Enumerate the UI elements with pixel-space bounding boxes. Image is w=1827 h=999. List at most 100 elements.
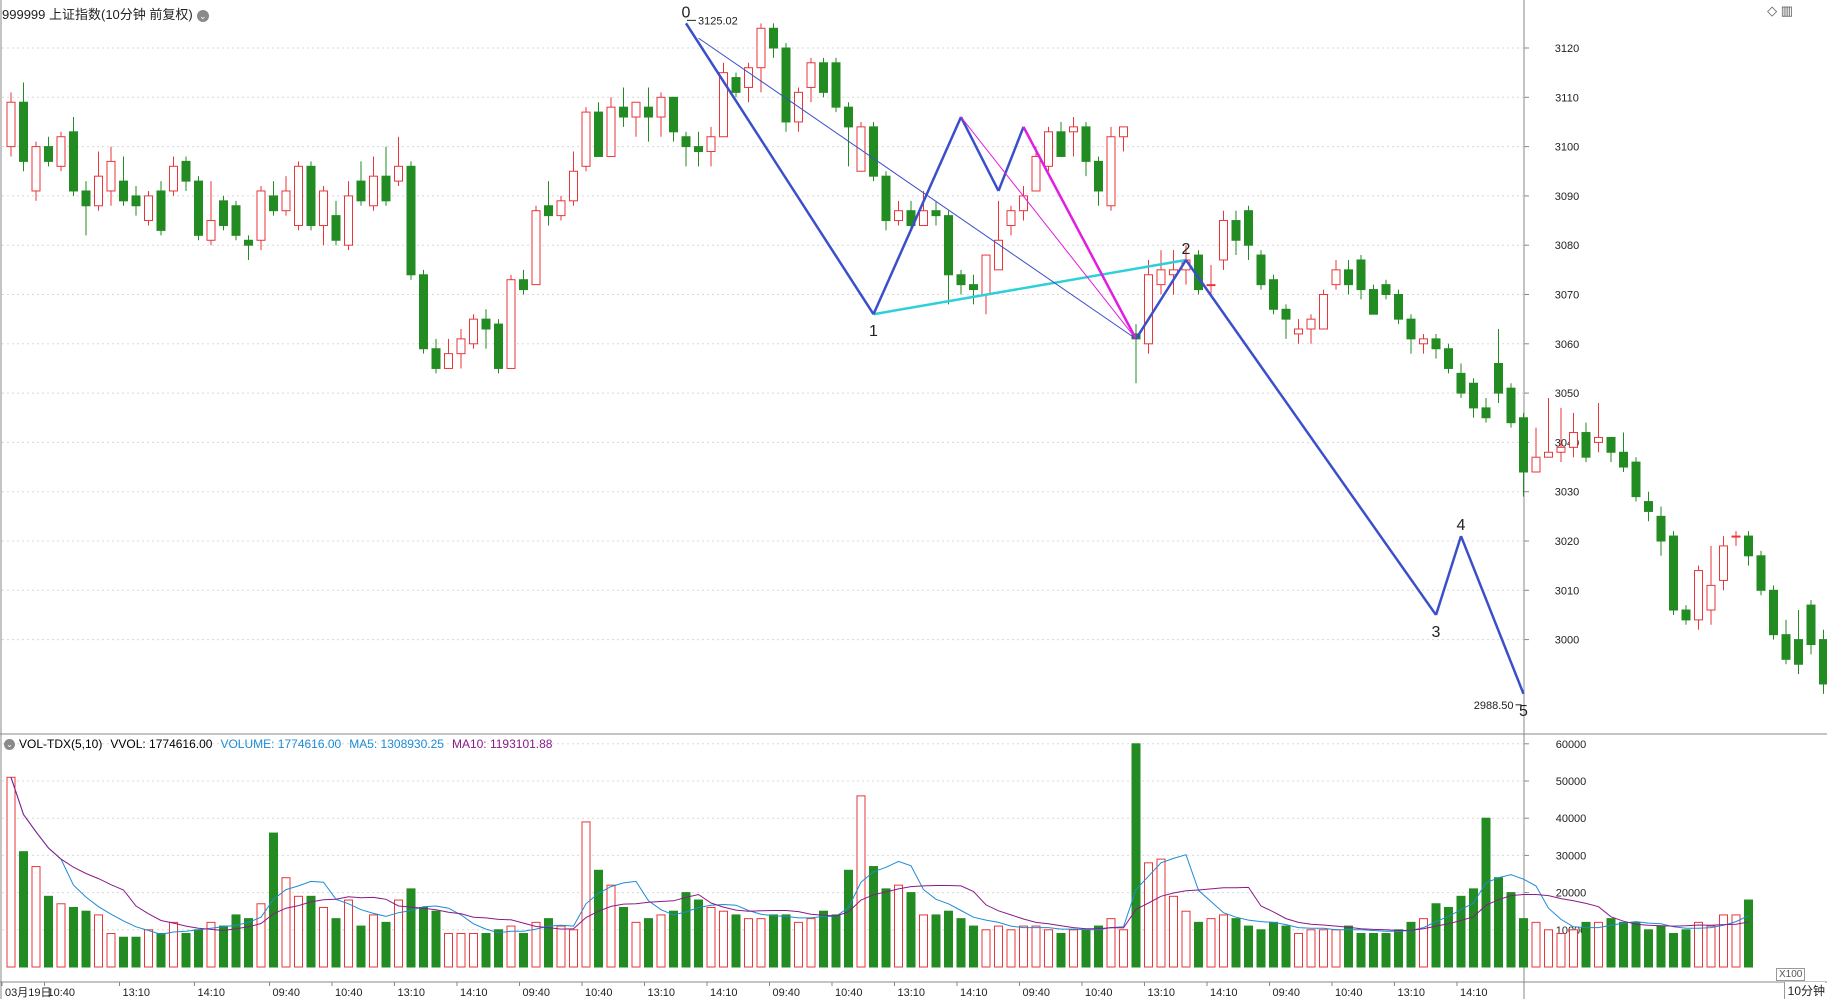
- candle-body: [981, 254, 991, 295]
- volume-bar: [1719, 914, 1728, 968]
- candle-body: [31, 146, 41, 192]
- volume-bar: [381, 921, 391, 968]
- candle-body: [1806, 604, 1816, 646]
- time-tick-label: 03月19日: [5, 987, 51, 999]
- candle-body: [1456, 372, 1466, 394]
- time-tick-label: 10:40: [585, 987, 613, 999]
- volume-bar: [1444, 906, 1453, 968]
- time-tick-label: 14:10: [1210, 987, 1238, 999]
- price-tick-label: 3080: [1555, 240, 1579, 252]
- candle-body: [69, 131, 78, 192]
- volume-bar: [1319, 929, 1328, 968]
- high-price-label: 3125.02: [698, 15, 738, 27]
- price-tick-label: 3120: [1555, 43, 1579, 55]
- diamond-icon[interactable]: ◇: [1767, 3, 1778, 18]
- volume-bar: [1181, 910, 1191, 968]
- volume-bar: [344, 899, 353, 968]
- wave-subline: [997, 126, 1025, 192]
- candle-body: [231, 205, 241, 236]
- candle-body: [1069, 126, 1078, 133]
- volume-bar: [106, 933, 116, 968]
- candle-body: [1656, 515, 1666, 542]
- candle-body: [256, 190, 266, 241]
- candle-body: [1344, 269, 1353, 286]
- price-tick-label: 3070: [1555, 290, 1579, 302]
- layout-icon[interactable]: ▥: [1780, 3, 1793, 18]
- wave-label: 1: [869, 323, 878, 340]
- time-tick-label: 09:40: [1273, 987, 1301, 999]
- volume-bar: [319, 906, 328, 968]
- candle-body: [1481, 407, 1491, 419]
- candle-body: [1706, 584, 1716, 611]
- volume-bar: [1656, 925, 1666, 968]
- candle-body: [844, 106, 853, 128]
- wave-subline: [1134, 259, 1188, 340]
- volume-bar: [731, 914, 741, 968]
- candle-body: [1281, 308, 1291, 320]
- candle-body: [831, 62, 841, 108]
- time-tick-label: 13:10: [648, 987, 676, 999]
- wave-line-0-1: [684, 22, 875, 315]
- time-tick-label: 13:10: [398, 987, 426, 999]
- volume-bar: [519, 933, 528, 968]
- time-tick-label: 10:40: [335, 987, 363, 999]
- candle-body: [894, 210, 903, 222]
- volume-bar: [1569, 929, 1578, 968]
- candle-body: [94, 175, 103, 207]
- candle-body: [506, 279, 516, 369]
- wave-label: 4: [1457, 517, 1466, 534]
- chevron-down-icon[interactable]: ⌄: [196, 9, 209, 22]
- time-tick-label: 13:10: [1148, 987, 1176, 999]
- candle-body: [1031, 155, 1041, 192]
- wave-label: 2: [1182, 241, 1191, 258]
- price-tick-label: 3090: [1555, 191, 1579, 203]
- volume-bar: [44, 895, 53, 968]
- volume-bar: [669, 910, 678, 968]
- candle-body: [1081, 126, 1091, 162]
- price-tick-label: 3060: [1555, 339, 1579, 351]
- volume-bar: [194, 929, 203, 968]
- volume-bar: [856, 795, 866, 968]
- volume-bar: [931, 914, 941, 968]
- candle-body: [569, 170, 578, 202]
- candle-body: [444, 353, 453, 369]
- volume-bar: [769, 914, 778, 968]
- volume-bar: [1006, 929, 1016, 968]
- volume-bar: [1581, 921, 1591, 968]
- candle-body: [969, 284, 978, 291]
- candle-body: [1369, 289, 1378, 315]
- candle-body: [319, 190, 328, 226]
- wave-line-4-5: [1459, 535, 1525, 695]
- candle-body: [1556, 446, 1566, 453]
- volume-bar: [1331, 929, 1341, 968]
- volume-bar: [806, 918, 816, 968]
- volume-bar: [281, 877, 291, 968]
- period-label[interactable]: 10分钟: [1783, 982, 1825, 999]
- candle-body: [469, 318, 478, 345]
- candle-body: [856, 126, 866, 172]
- volume-bar: [1631, 921, 1641, 968]
- volume-bar: [1306, 929, 1316, 968]
- candle-body: [1531, 456, 1541, 473]
- candle-body: [431, 348, 441, 369]
- volume-bar: [1531, 921, 1541, 968]
- volume-bar: [1606, 918, 1616, 968]
- volume-bar: [1469, 888, 1478, 968]
- candle-body: [544, 205, 553, 217]
- candle-body: [1681, 609, 1691, 621]
- volume-bar: [1081, 929, 1091, 968]
- candle-body: [1669, 535, 1678, 611]
- wave-line-3-4: [1434, 535, 1463, 616]
- wave-label: 5: [1519, 703, 1528, 720]
- chevron-down-icon[interactable]: ⌄: [4, 739, 15, 751]
- candle-body: [619, 106, 628, 118]
- candle-body: [1419, 338, 1428, 345]
- candle-body: [1494, 363, 1503, 394]
- volume-bar: [1731, 914, 1741, 968]
- candle-body: [1469, 382, 1478, 409]
- candle-body: [306, 165, 316, 226]
- candle-body: [694, 146, 703, 153]
- candle-body: [1719, 545, 1728, 581]
- time-tick-label: 14:10: [1460, 987, 1488, 999]
- volume-bar: [656, 914, 666, 968]
